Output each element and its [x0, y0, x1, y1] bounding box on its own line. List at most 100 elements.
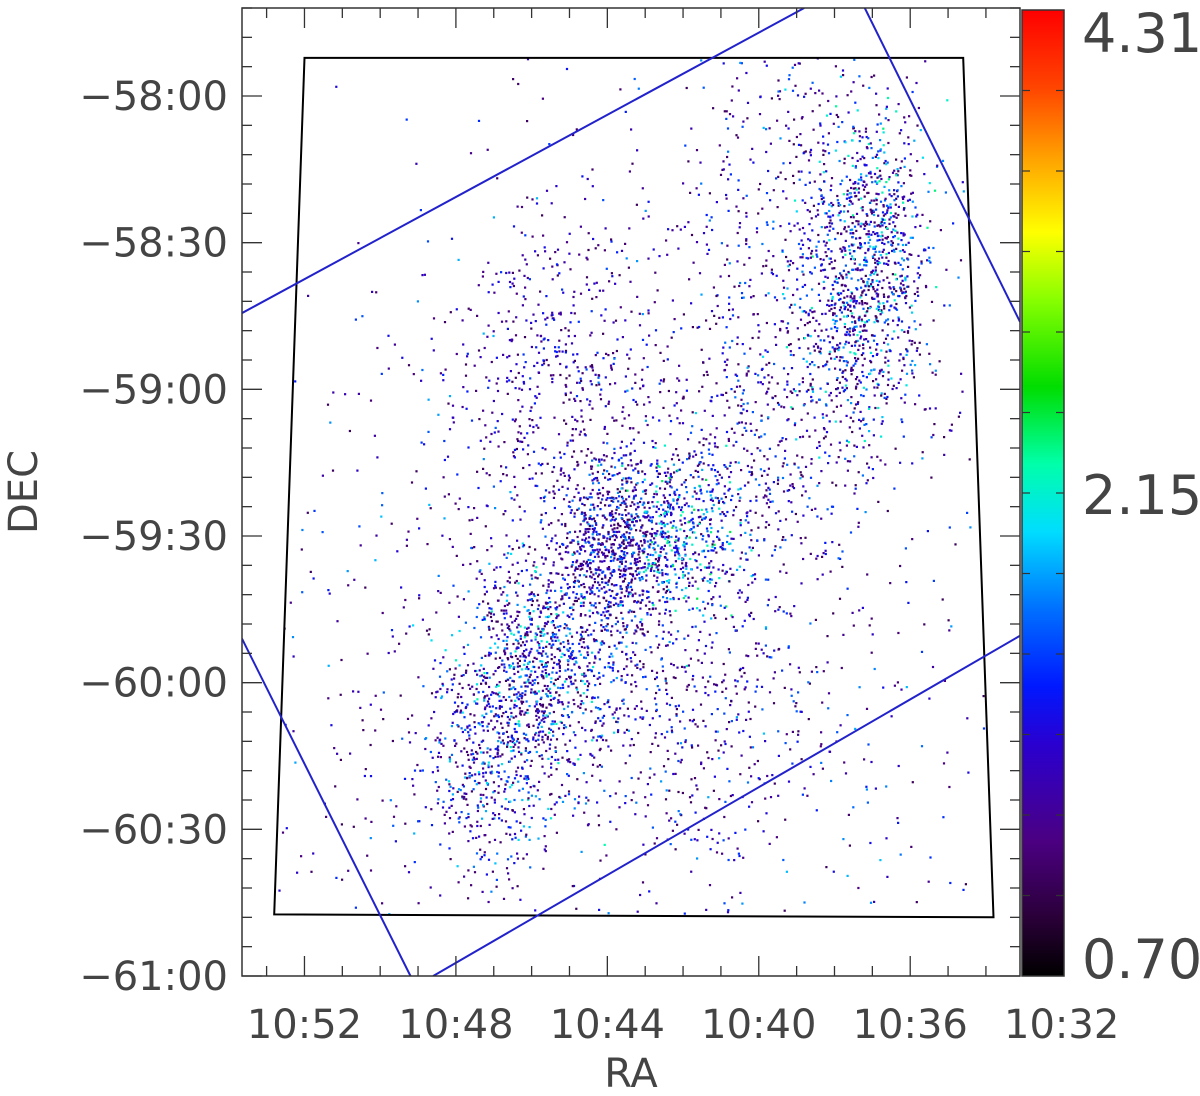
data-point — [835, 314, 838, 318]
data-point — [590, 364, 594, 367]
data-point — [605, 610, 608, 613]
data-point — [561, 652, 564, 655]
data-point — [569, 391, 572, 394]
data-point — [639, 628, 642, 631]
data-point — [647, 564, 650, 567]
data-point — [594, 522, 598, 525]
data-point — [754, 577, 757, 581]
data-point — [842, 390, 845, 393]
data-point — [662, 521, 665, 525]
data-point — [624, 537, 627, 540]
data-point — [550, 681, 553, 684]
data-point — [487, 900, 490, 904]
data-point — [495, 272, 498, 275]
data-point — [710, 713, 713, 716]
data-point — [711, 490, 714, 493]
data-point — [772, 408, 775, 411]
data-point — [598, 601, 601, 605]
data-point — [577, 721, 580, 724]
data-point — [877, 293, 880, 296]
data-point — [467, 812, 470, 816]
data-point — [843, 157, 846, 160]
data-point — [813, 180, 816, 183]
data-point — [691, 543, 694, 546]
data-point — [786, 463, 789, 466]
data-point — [473, 507, 476, 510]
data-point — [904, 290, 907, 293]
data-point — [649, 543, 652, 546]
data-point — [892, 286, 895, 289]
data-point — [603, 516, 607, 519]
data-point — [911, 462, 914, 465]
data-point — [549, 589, 552, 592]
data-point — [888, 218, 891, 221]
data-point — [488, 651, 491, 654]
data-point — [569, 439, 572, 442]
data-point — [850, 195, 853, 198]
data-point — [695, 497, 698, 501]
data-point — [851, 268, 854, 271]
data-point — [715, 427, 718, 430]
data-point — [456, 790, 459, 793]
data-point — [745, 194, 748, 197]
data-point — [918, 341, 921, 344]
data-point — [489, 652, 492, 655]
data-point — [827, 152, 831, 155]
data-point — [910, 304, 913, 307]
data-point — [663, 487, 667, 490]
data-point — [448, 832, 451, 835]
data-point — [719, 513, 722, 516]
data-point — [519, 410, 522, 413]
data-point — [881, 311, 884, 314]
data-point — [875, 104, 878, 107]
data-point — [622, 454, 625, 457]
data-point — [566, 773, 569, 776]
data-point — [538, 392, 541, 395]
data-point — [876, 181, 879, 184]
data-point — [626, 518, 629, 521]
data-point — [779, 327, 782, 331]
data-point — [643, 473, 647, 476]
data-point — [659, 547, 662, 550]
data-point — [553, 684, 556, 687]
data-point — [599, 398, 603, 401]
data-point — [783, 457, 786, 460]
data-point — [768, 381, 771, 384]
data-point — [704, 644, 708, 648]
data-point — [655, 579, 658, 583]
data-point — [561, 703, 564, 706]
data-point — [496, 389, 500, 393]
data-point — [523, 777, 526, 780]
data-point — [578, 499, 582, 502]
data-point — [907, 265, 910, 268]
data-point — [893, 235, 896, 238]
data-point — [874, 315, 877, 318]
data-point — [686, 685, 689, 688]
data-point — [542, 677, 545, 680]
data-point — [730, 700, 733, 703]
data-point — [542, 312, 545, 315]
data-point — [873, 221, 876, 224]
data-point — [554, 633, 558, 636]
data-point — [906, 285, 909, 288]
data-point — [500, 741, 503, 744]
data-point — [629, 541, 632, 544]
data-point — [644, 535, 647, 538]
data-point — [689, 801, 693, 804]
data-point — [583, 518, 586, 521]
data-point — [876, 224, 879, 227]
data-point — [893, 215, 896, 218]
data-point — [611, 275, 614, 278]
data-point — [872, 434, 875, 437]
data-point — [538, 780, 541, 783]
data-point — [486, 725, 489, 728]
data-point — [711, 758, 714, 761]
data-point — [819, 352, 822, 355]
data-point — [727, 648, 730, 651]
data-point — [921, 457, 924, 460]
data-point — [847, 288, 850, 291]
data-point — [534, 635, 537, 638]
data-point — [773, 782, 776, 785]
data-point — [465, 798, 468, 801]
data-point — [642, 385, 645, 388]
